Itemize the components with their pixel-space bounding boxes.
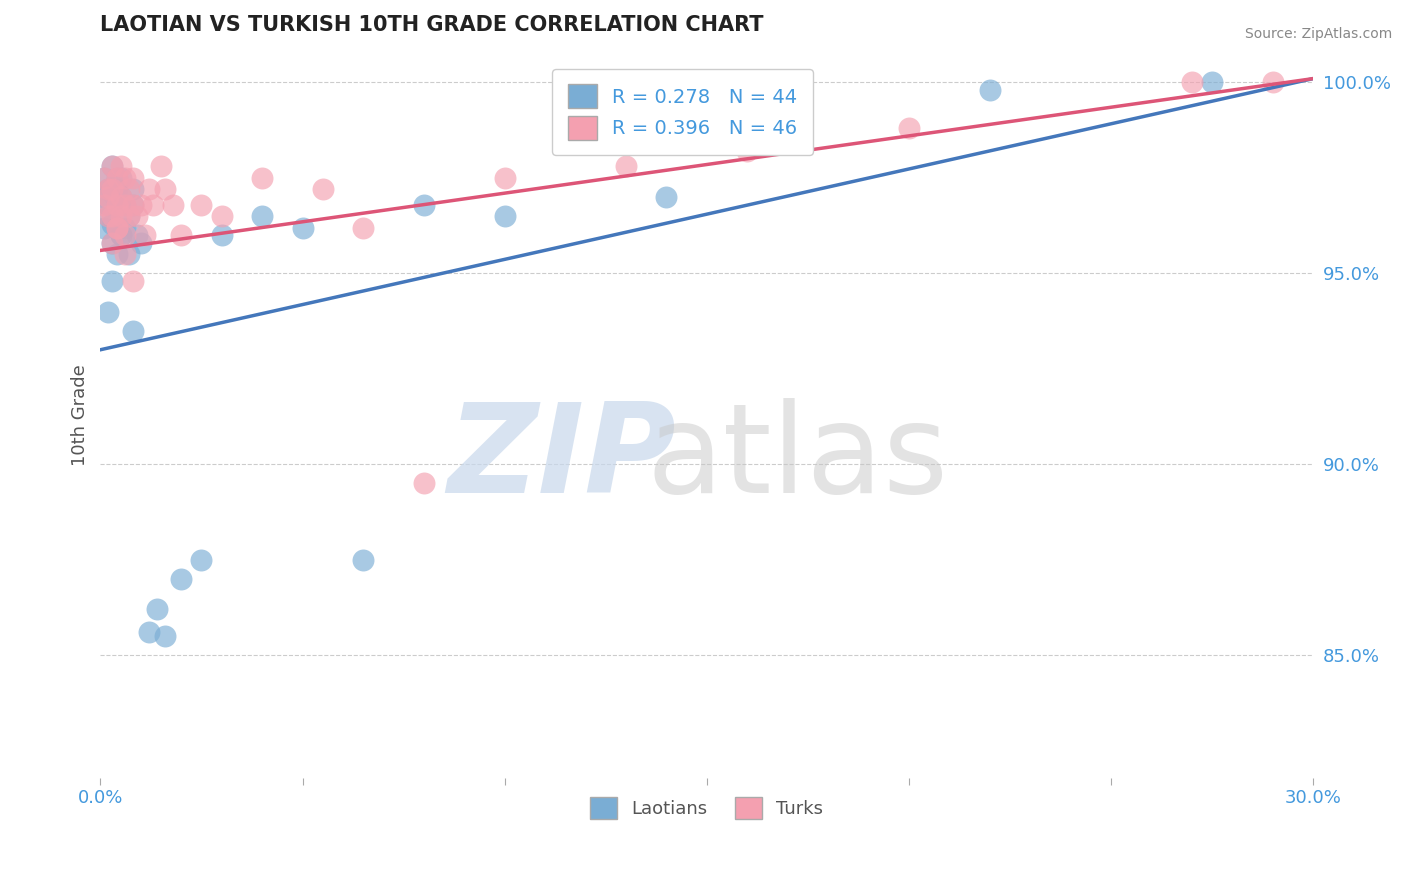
Point xyxy=(494,209,516,223)
Point xyxy=(190,553,212,567)
Point xyxy=(97,209,120,223)
Point xyxy=(105,220,128,235)
Text: Source: ZipAtlas.com: Source: ZipAtlas.com xyxy=(1244,27,1392,41)
Point xyxy=(110,160,132,174)
Point xyxy=(93,170,115,185)
Point xyxy=(118,182,141,196)
Point xyxy=(190,197,212,211)
Point xyxy=(153,182,176,196)
Point xyxy=(101,182,124,196)
Point xyxy=(105,247,128,261)
Point xyxy=(1201,75,1223,89)
Point xyxy=(250,170,273,185)
Point xyxy=(1261,75,1284,89)
Point xyxy=(93,220,115,235)
Point xyxy=(101,235,124,250)
Point xyxy=(97,197,120,211)
Point xyxy=(97,209,120,223)
Point xyxy=(101,217,124,231)
Point xyxy=(118,209,141,223)
Point xyxy=(101,235,124,250)
Point xyxy=(162,197,184,211)
Point xyxy=(101,160,124,174)
Point xyxy=(105,197,128,211)
Point xyxy=(129,235,152,250)
Point xyxy=(494,170,516,185)
Point xyxy=(118,247,141,261)
Point xyxy=(110,209,132,223)
Point xyxy=(312,182,335,196)
Point xyxy=(110,190,132,204)
Point xyxy=(129,197,152,211)
Point xyxy=(97,304,120,318)
Point xyxy=(101,274,124,288)
Point xyxy=(352,220,374,235)
Point xyxy=(291,220,314,235)
Point xyxy=(97,182,120,196)
Point xyxy=(170,572,193,586)
Text: atlas: atlas xyxy=(647,398,949,519)
Point xyxy=(121,182,143,196)
Point xyxy=(101,186,124,201)
Point xyxy=(170,228,193,243)
Point xyxy=(121,170,143,185)
Text: LAOTIAN VS TURKISH 10TH GRADE CORRELATION CHART: LAOTIAN VS TURKISH 10TH GRADE CORRELATIO… xyxy=(100,15,763,35)
Point xyxy=(101,209,124,223)
Point xyxy=(105,220,128,235)
Point xyxy=(614,160,637,174)
Point xyxy=(114,170,136,185)
Point xyxy=(110,170,132,185)
Y-axis label: 10th Grade: 10th Grade xyxy=(72,364,89,466)
Point xyxy=(105,220,128,235)
Point xyxy=(121,197,143,211)
Point xyxy=(93,197,115,211)
Point xyxy=(114,220,136,235)
Point xyxy=(97,182,120,196)
Point xyxy=(211,209,233,223)
Point xyxy=(105,170,128,185)
Point xyxy=(352,553,374,567)
Point xyxy=(114,197,136,211)
Point xyxy=(97,190,120,204)
Point xyxy=(114,197,136,211)
Point xyxy=(114,247,136,261)
Text: ZIP: ZIP xyxy=(447,398,676,519)
Point xyxy=(121,274,143,288)
Point xyxy=(121,324,143,338)
Point xyxy=(110,228,132,243)
Point xyxy=(118,209,141,223)
Point xyxy=(250,209,273,223)
Point xyxy=(110,190,132,204)
Point xyxy=(979,83,1001,97)
Point xyxy=(134,228,156,243)
Point xyxy=(114,228,136,243)
Legend: Laotians, Turks: Laotians, Turks xyxy=(583,790,831,827)
Point xyxy=(138,625,160,640)
Point xyxy=(412,476,434,491)
Point xyxy=(93,170,115,185)
Point xyxy=(655,190,678,204)
Point xyxy=(110,228,132,243)
Point xyxy=(146,602,169,616)
Point xyxy=(125,209,148,223)
Point xyxy=(153,629,176,643)
Point xyxy=(105,182,128,196)
Point xyxy=(138,182,160,196)
Point xyxy=(735,144,758,158)
Point xyxy=(142,197,165,211)
Point xyxy=(93,190,115,204)
Point xyxy=(101,160,124,174)
Point xyxy=(125,228,148,243)
Point xyxy=(1181,75,1204,89)
Point xyxy=(121,197,143,211)
Point xyxy=(897,121,920,136)
Point xyxy=(150,160,173,174)
Point xyxy=(105,170,128,185)
Point xyxy=(211,228,233,243)
Point xyxy=(105,197,128,211)
Point xyxy=(412,197,434,211)
